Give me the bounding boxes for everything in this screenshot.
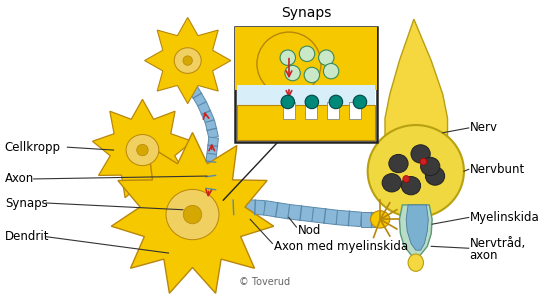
Polygon shape	[399, 205, 432, 256]
Ellipse shape	[126, 134, 159, 166]
Polygon shape	[245, 200, 265, 215]
Ellipse shape	[421, 157, 440, 176]
Ellipse shape	[408, 254, 424, 271]
Text: Nerv: Nerv	[470, 122, 498, 134]
Text: Axon med myelinskida: Axon med myelinskida	[274, 240, 409, 253]
Bar	[305, 102, 317, 119]
Polygon shape	[205, 169, 217, 184]
Ellipse shape	[402, 176, 421, 195]
Polygon shape	[205, 153, 217, 170]
Ellipse shape	[329, 95, 343, 109]
Ellipse shape	[281, 95, 294, 109]
Polygon shape	[197, 102, 214, 123]
Ellipse shape	[305, 95, 318, 109]
Ellipse shape	[403, 176, 410, 182]
Text: Cellkropp: Cellkropp	[5, 141, 61, 154]
Ellipse shape	[425, 167, 444, 185]
Bar	[349, 102, 361, 119]
Polygon shape	[221, 200, 246, 215]
Bar	[236, 85, 375, 105]
Ellipse shape	[371, 211, 390, 228]
Text: Nervtråd,: Nervtråd,	[470, 237, 526, 250]
Polygon shape	[361, 212, 380, 226]
Text: Axon: Axon	[5, 172, 34, 185]
Polygon shape	[207, 137, 218, 154]
Bar	[283, 102, 294, 119]
Ellipse shape	[323, 63, 339, 79]
Polygon shape	[406, 205, 428, 250]
Ellipse shape	[389, 154, 408, 173]
Ellipse shape	[318, 50, 334, 65]
Text: Nervbunt: Nervbunt	[470, 163, 525, 176]
Bar	[327, 102, 339, 119]
Text: Myelinskida: Myelinskida	[470, 211, 540, 224]
Polygon shape	[263, 201, 290, 219]
Ellipse shape	[174, 48, 201, 74]
Bar	[235, 27, 377, 90]
Text: Dendrit: Dendrit	[5, 230, 50, 243]
Polygon shape	[188, 85, 206, 106]
Polygon shape	[92, 99, 192, 198]
Text: © Toverud: © Toverud	[239, 277, 290, 287]
Ellipse shape	[304, 67, 320, 83]
Text: Nod: Nod	[298, 224, 322, 237]
Polygon shape	[145, 17, 231, 104]
Bar	[236, 105, 375, 140]
Polygon shape	[205, 120, 218, 139]
Ellipse shape	[285, 65, 300, 81]
Polygon shape	[288, 205, 314, 222]
Ellipse shape	[299, 46, 315, 62]
Ellipse shape	[353, 95, 367, 109]
Polygon shape	[385, 19, 448, 147]
Text: Synaps: Synaps	[281, 6, 331, 20]
Polygon shape	[336, 210, 361, 226]
Ellipse shape	[411, 145, 430, 163]
Ellipse shape	[280, 50, 295, 65]
Ellipse shape	[257, 32, 321, 96]
Ellipse shape	[382, 174, 402, 192]
Text: Synaps: Synaps	[5, 196, 47, 209]
Ellipse shape	[166, 189, 219, 240]
Polygon shape	[202, 194, 215, 206]
Ellipse shape	[183, 56, 192, 65]
Ellipse shape	[183, 205, 202, 224]
Bar	[235, 27, 377, 142]
Ellipse shape	[420, 158, 427, 165]
Polygon shape	[312, 207, 338, 225]
Text: axon: axon	[470, 249, 498, 262]
Polygon shape	[205, 182, 217, 196]
Polygon shape	[111, 133, 274, 293]
Ellipse shape	[137, 144, 148, 156]
Ellipse shape	[367, 125, 464, 218]
